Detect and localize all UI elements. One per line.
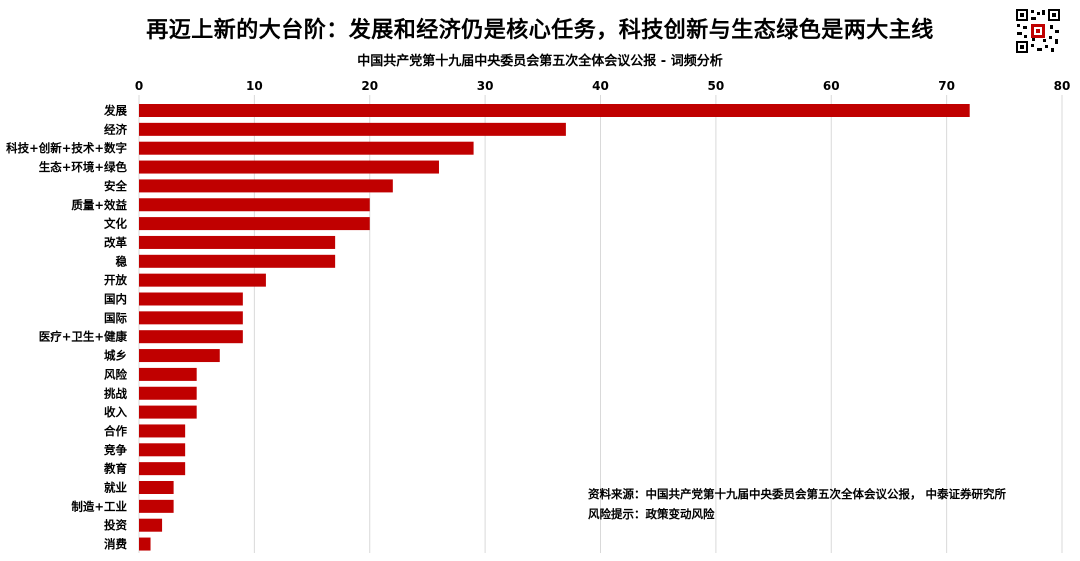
category-label: 开放: [104, 273, 127, 287]
category-label: 制造+工业: [71, 499, 127, 513]
x-tick-label: 80: [1054, 79, 1071, 93]
category-label: 安全: [104, 179, 127, 193]
category-label: 国内: [104, 292, 127, 306]
category-label: 经济: [104, 122, 127, 136]
bar: [139, 518, 163, 532]
category-label: 合作: [104, 424, 127, 438]
category-label: 科技+创新+技术+数字: [6, 141, 127, 155]
bar: [139, 179, 393, 193]
bar: [139, 122, 566, 136]
footnotes: 资料来源：中国共产党第十九届中央委员会第五次全体会议公报， 中泰证券研究所 风险…: [588, 484, 1006, 524]
bar: [139, 311, 243, 325]
category-label: 国际: [104, 311, 127, 325]
category-label: 生态+环境+绿色: [39, 160, 128, 174]
category-label: 收入: [104, 405, 127, 419]
category-label: 城乡: [104, 349, 127, 363]
category-label: 消费: [104, 537, 127, 551]
x-tick-label: 60: [823, 79, 840, 93]
bar: [139, 198, 370, 212]
x-tick-label: 70: [938, 79, 955, 93]
category-label: 发展: [103, 104, 127, 118]
bar: [139, 386, 197, 400]
risk-note: 风险提示：政策变动风险: [588, 507, 715, 521]
bar: [139, 405, 197, 419]
category-label: 挑战: [104, 386, 127, 400]
bar: [139, 160, 439, 174]
chart-subtitle: 中国共产党第十九届中央委员会第五次全体会议公报 - 词频分析: [357, 54, 723, 69]
category-label: 文化: [104, 217, 127, 231]
x-tick-label: 20: [361, 79, 378, 93]
bar: [139, 254, 336, 268]
category-labels: 发展经济科技+创新+技术+数字生态+环境+绿色安全质量+效益文化改革稳开放国内国…: [6, 104, 127, 552]
category-label: 稳: [116, 254, 128, 268]
x-tick-label: 50: [708, 79, 725, 93]
category-label: 就业: [104, 481, 127, 495]
x-tick-label: 30: [477, 79, 494, 93]
bar: [139, 499, 174, 513]
category-label: 改革: [104, 235, 127, 249]
category-label: 风险: [104, 367, 127, 381]
x-tick-label: 10: [246, 79, 263, 93]
bar: [139, 273, 266, 287]
category-label: 质量+效益: [71, 198, 127, 212]
bars: [139, 104, 970, 551]
bar: [139, 141, 474, 155]
x-axis-ticks: 0 10 20 30 40 50 60 70 80: [135, 79, 1071, 93]
category-label: 医疗+卫生+健康: [39, 330, 128, 344]
bar: [139, 235, 336, 249]
qr-code-icon: [1015, 8, 1061, 54]
bar: [139, 537, 151, 551]
bar: [139, 424, 186, 438]
source-note: 资料来源：中国共产党第十九届中央委员会第五次全体会议公报， 中泰证券研究所: [588, 487, 1006, 501]
bar: [139, 462, 186, 476]
bar: [139, 367, 197, 381]
bar: [139, 292, 243, 306]
bar: [139, 217, 370, 231]
category-label: 投资: [104, 518, 127, 532]
category-label: 竞争: [104, 443, 127, 457]
bar: [139, 349, 220, 363]
x-tick-label: 40: [592, 79, 609, 93]
x-tick-label: 0: [135, 79, 143, 93]
chart-title: 再迈上新的大台阶：发展和经济仍是核心任务，科技创新与生态绿色是两大主线: [146, 18, 934, 43]
category-label: 教育: [103, 462, 127, 476]
bar: [139, 443, 186, 457]
bar: [139, 104, 970, 117]
bar: [139, 481, 174, 494]
bar: [139, 330, 243, 344]
